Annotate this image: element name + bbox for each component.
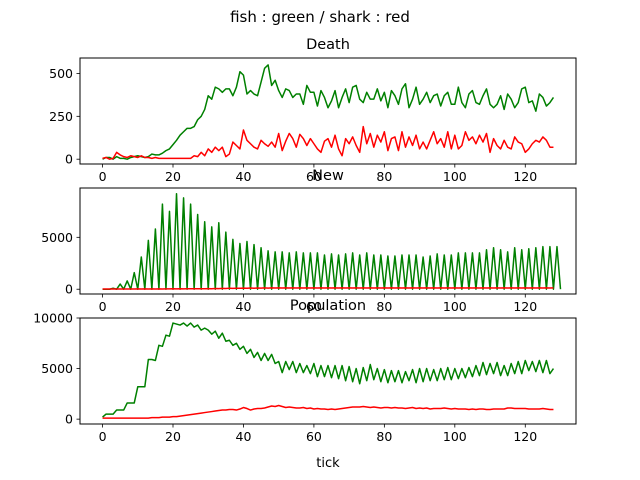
x-axis-label: tick — [316, 456, 340, 471]
new-y-ticks: 0 5000 — [41, 230, 80, 297]
death-x-tick-label: 20 — [165, 169, 181, 184]
new-series-layer — [102, 192, 562, 290]
new-x-tick-label: 120 — [513, 299, 537, 314]
death-y-ticks: 0 250 500 — [49, 66, 80, 167]
population-x-tick-label: 100 — [443, 429, 467, 444]
population-y-tick-label: 0 — [65, 412, 73, 427]
population-x-ticks: 0 20 40 60 80 100 120 — [99, 424, 537, 444]
population-x-tick-label: 0 — [99, 429, 107, 444]
population-x-tick-label: 20 — [165, 429, 181, 444]
population-series-layer — [102, 322, 555, 419]
new-x-tick-label: 40 — [236, 299, 252, 314]
population-panel: 0 20 40 60 80 100 120 0 5000 10000 Population — [33, 298, 577, 444]
population-title: Population — [290, 298, 366, 314]
death-x-tick-label: 40 — [236, 169, 252, 184]
death-x-ticks: 0 20 40 60 80 100 120 — [99, 164, 537, 184]
new-panel: 0 20 40 60 80 100 120 0 5000 New — [41, 168, 577, 314]
death-plot-frame — [79, 57, 577, 165]
death-y-tick-label: 250 — [49, 109, 73, 124]
death-x-tick-label: 80 — [376, 169, 392, 184]
death-title: Death — [306, 37, 350, 53]
death-y-tick-label: 0 — [65, 152, 73, 167]
new-y-tick-label: 0 — [65, 282, 73, 297]
death-x-tick-label: 0 — [99, 169, 107, 184]
new-y-tick-label: 5000 — [41, 230, 73, 245]
population-x-tick-label: 80 — [376, 429, 392, 444]
death-panel: 0 20 40 60 80 100 120 0 250 500 Death — [49, 37, 577, 184]
death-fish-series-line — [102, 64, 555, 160]
new-plot-frame — [79, 187, 577, 295]
new-x-tick-label: 80 — [376, 299, 392, 314]
population-fish-series-line — [102, 322, 555, 418]
population-x-tick-label: 40 — [236, 429, 252, 444]
population-y-tick-label: 5000 — [41, 361, 73, 376]
death-x-tick-label: 120 — [513, 169, 537, 184]
figure-suptitle: fish : green / shark : red — [230, 8, 410, 26]
new-x-tick-label: 20 — [165, 299, 181, 314]
death-shark-series-line — [102, 125, 554, 160]
new-title: New — [312, 168, 344, 184]
population-y-tick-label: 10000 — [33, 311, 73, 326]
new-x-tick-label: 100 — [443, 299, 467, 314]
population-y-ticks: 0 5000 10000 — [33, 311, 80, 427]
new-x-tick-label: 0 — [99, 299, 107, 314]
new-x-ticks: 0 20 40 60 80 100 120 — [99, 294, 537, 314]
death-x-tick-label: 100 — [443, 169, 467, 184]
new-fish-series-line — [102, 192, 562, 290]
population-x-tick-label: 120 — [513, 429, 537, 444]
new-x-tick-label: 60 — [306, 299, 322, 314]
population-plot-frame — [79, 317, 577, 425]
death-x-tick-label: 60 — [306, 169, 322, 184]
population-shark-series-line — [102, 404, 554, 419]
death-series-layer — [102, 64, 555, 160]
population-x-tick-label: 60 — [306, 429, 322, 444]
death-y-tick-label: 500 — [49, 66, 73, 81]
new-shark-series-line — [102, 287, 554, 290]
